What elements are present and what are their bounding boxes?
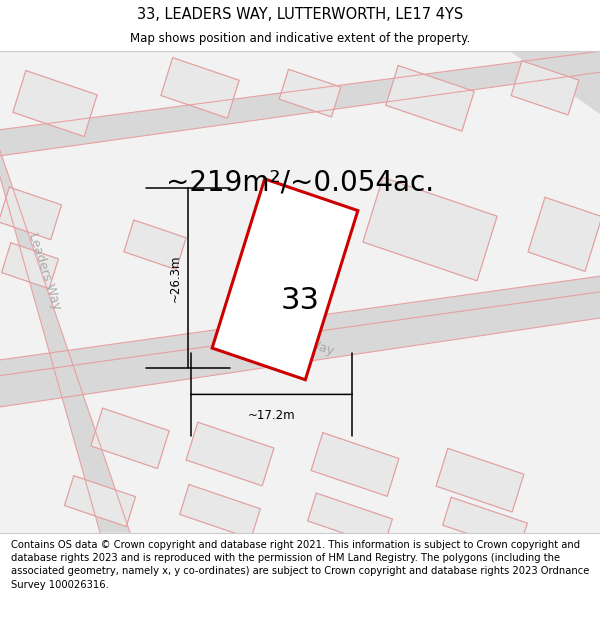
Polygon shape <box>511 61 579 115</box>
Polygon shape <box>180 484 260 539</box>
Text: 33: 33 <box>281 286 320 315</box>
Polygon shape <box>308 493 392 547</box>
Polygon shape <box>311 432 399 496</box>
Polygon shape <box>0 187 62 240</box>
Polygon shape <box>0 51 600 156</box>
Text: ~17.2m: ~17.2m <box>248 409 295 422</box>
Polygon shape <box>436 448 524 512</box>
Polygon shape <box>2 242 58 289</box>
Text: 33, LEADERS WAY, LUTTERWORTH, LE17 4YS: 33, LEADERS WAY, LUTTERWORTH, LE17 4YS <box>137 7 463 22</box>
Polygon shape <box>480 51 600 114</box>
Polygon shape <box>212 179 358 380</box>
Polygon shape <box>363 177 497 281</box>
Polygon shape <box>0 151 130 532</box>
Polygon shape <box>161 58 239 118</box>
Polygon shape <box>528 198 600 271</box>
Polygon shape <box>13 71 97 137</box>
Polygon shape <box>0 51 600 532</box>
Text: ~26.3m: ~26.3m <box>169 254 182 301</box>
Polygon shape <box>386 66 474 131</box>
Text: Leaders Way: Leaders Way <box>26 231 64 311</box>
Text: Map shows position and indicative extent of the property.: Map shows position and indicative extent… <box>130 32 470 45</box>
Polygon shape <box>0 276 600 407</box>
Polygon shape <box>443 498 527 551</box>
Text: Leaders Way: Leaders Way <box>255 321 335 357</box>
Text: Contains OS data © Crown copyright and database right 2021. This information is : Contains OS data © Crown copyright and d… <box>11 540 589 589</box>
Polygon shape <box>91 408 169 469</box>
Polygon shape <box>64 476 136 526</box>
Polygon shape <box>279 69 341 117</box>
Polygon shape <box>124 220 186 269</box>
Polygon shape <box>186 422 274 486</box>
Text: ~219m²/~0.054ac.: ~219m²/~0.054ac. <box>166 168 434 196</box>
